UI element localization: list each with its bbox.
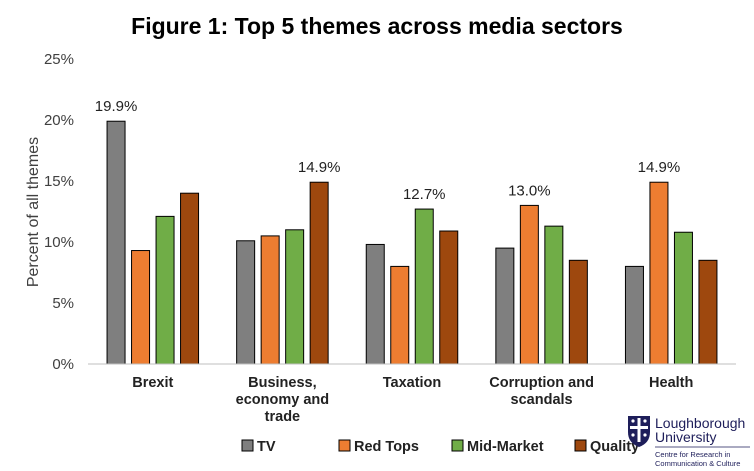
bar-mid-market-0 bbox=[155, 215, 175, 365]
legend-label: Red Tops bbox=[354, 439, 419, 455]
bar-quality-3 bbox=[568, 259, 588, 365]
legend-swatch bbox=[574, 439, 587, 452]
bars bbox=[106, 120, 718, 365]
bar-red-tops-1 bbox=[260, 235, 280, 365]
bar-red-tops-0 bbox=[131, 250, 151, 365]
legend-label: TV bbox=[257, 439, 276, 455]
bar-mid-market-3 bbox=[544, 225, 564, 365]
bar-tv-4 bbox=[624, 265, 644, 365]
data-label: 12.7% bbox=[403, 186, 446, 203]
bar-tv-1 bbox=[236, 240, 256, 365]
bar-mid-market-4 bbox=[673, 231, 693, 365]
category-labels: Brexit Business, economy and trade Taxation C… bbox=[132, 375, 693, 425]
bar-mid-market-2 bbox=[414, 208, 434, 365]
bar-tv-2 bbox=[365, 243, 385, 365]
bar-mid-market-1 bbox=[285, 229, 305, 365]
category-label: Corruption and scandals bbox=[489, 375, 594, 408]
logo-line2: University bbox=[655, 429, 716, 445]
data-labels: 19.9% 14.9% 12.7% 13.0% 14.9% bbox=[95, 98, 680, 203]
y-axis-title: Percent of all themes bbox=[25, 137, 42, 287]
bar-red-tops-3 bbox=[519, 204, 539, 365]
y-tick-label: 25% bbox=[44, 51, 74, 68]
legend-swatch bbox=[338, 439, 351, 452]
bar-quality-4 bbox=[698, 259, 718, 365]
bar-quality-1 bbox=[309, 181, 329, 365]
category-label: Taxation bbox=[383, 375, 442, 391]
bar-red-tops-4 bbox=[649, 181, 669, 365]
y-tick-label: 20% bbox=[44, 112, 74, 129]
logo-line1: Loughborough bbox=[655, 415, 745, 431]
data-label: 14.9% bbox=[298, 159, 341, 176]
chart-title: Figure 1: Top 5 themes across media sect… bbox=[131, 13, 623, 39]
y-tick-label: 0% bbox=[52, 356, 74, 373]
y-tick-label: 5% bbox=[52, 295, 74, 312]
bar-tv-0 bbox=[106, 120, 126, 365]
category-label: Business, economy and trade bbox=[236, 375, 329, 425]
university-logo: Loughborough University Centre for Resea… bbox=[628, 415, 750, 468]
logo-sub1: Centre for Research in bbox=[655, 450, 730, 459]
data-label: 13.0% bbox=[508, 182, 551, 199]
data-label: 14.9% bbox=[638, 159, 681, 176]
legend-swatch bbox=[451, 439, 464, 452]
logo-sub2: Communication & Culture bbox=[655, 459, 740, 468]
category-label: Brexit bbox=[132, 375, 173, 391]
data-label: 19.9% bbox=[95, 98, 138, 115]
crest-icon bbox=[628, 416, 650, 447]
y-tick-label: 10% bbox=[44, 234, 74, 251]
legend-label: Mid-Market bbox=[467, 439, 544, 455]
bar-quality-0 bbox=[180, 192, 200, 365]
legend-label: Quality bbox=[590, 439, 639, 455]
category-label: Health bbox=[649, 375, 693, 391]
bar-quality-2 bbox=[439, 230, 459, 365]
bar-tv-3 bbox=[495, 247, 515, 365]
legend-swatch bbox=[241, 439, 254, 452]
bar-red-tops-2 bbox=[390, 265, 410, 365]
y-axis-ticks: 0% 5% 10% 15% 20% 25% bbox=[44, 51, 74, 373]
y-tick-label: 15% bbox=[44, 173, 74, 190]
legend: TV Red Tops Mid-Market Quality bbox=[241, 439, 639, 455]
